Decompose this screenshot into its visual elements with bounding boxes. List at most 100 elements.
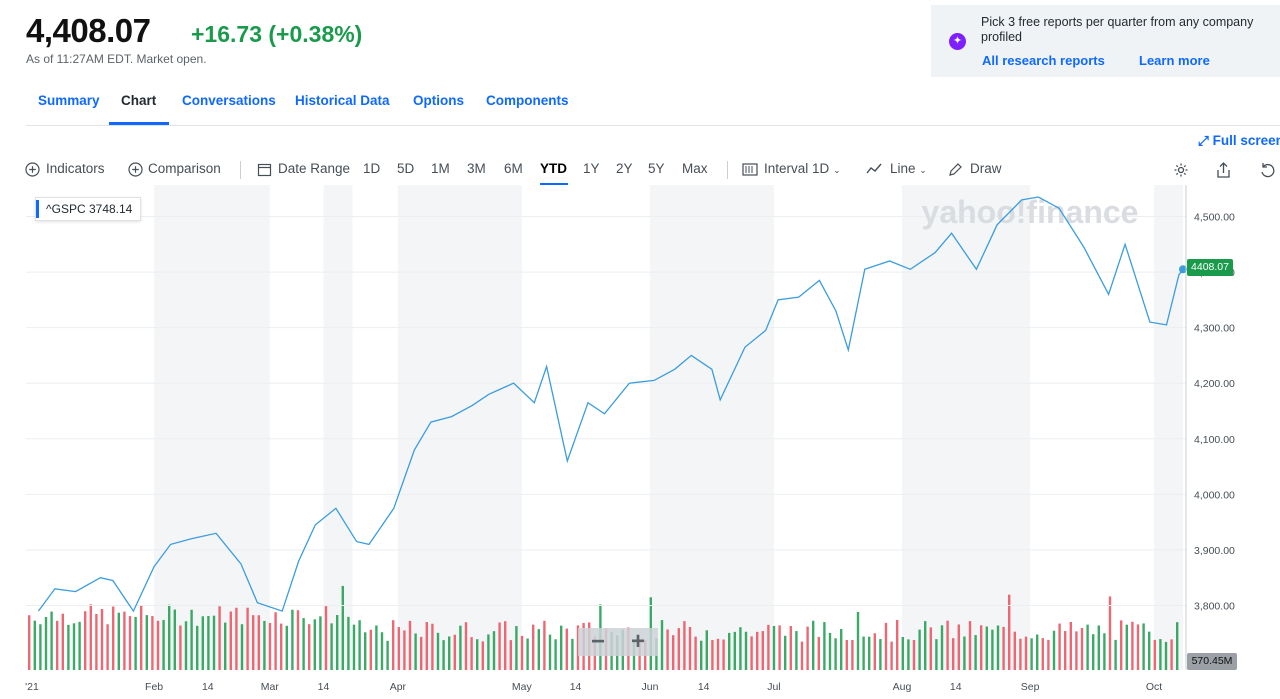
volume-bar [1153, 639, 1156, 670]
indicators-button[interactable]: Indicators [46, 161, 105, 176]
range-3m[interactable]: 3M [467, 161, 486, 176]
toolbar-divider [727, 161, 728, 179]
range-5y[interactable]: 5Y [648, 161, 665, 176]
y-tick-label: 4,300.00 [1194, 323, 1235, 335]
volume-bar [358, 620, 361, 670]
volume-bar [504, 621, 507, 670]
volume-bar [44, 616, 48, 670]
tab-options[interactable]: Options [413, 93, 464, 108]
tab-historical-data[interactable]: Historical Data [295, 93, 390, 108]
price-chart[interactable]: yahoo!finance 4,500.004,400.004,300.004,… [0, 185, 1280, 699]
volume-bar [1041, 638, 1044, 670]
volume-bar [823, 622, 826, 670]
volume-bar [319, 616, 322, 670]
tab-summary[interactable]: Summary [38, 93, 100, 108]
volume-bar [868, 636, 871, 670]
range-ytd[interactable]: YTD [540, 161, 567, 176]
volume-bar [532, 624, 535, 670]
range-max[interactable]: Max [682, 161, 708, 176]
volume-bar [1030, 638, 1033, 670]
volume-bar [128, 616, 132, 670]
volume-bar [263, 620, 266, 670]
zoom-out-button[interactable]: − [590, 628, 605, 655]
volume-bar [459, 625, 462, 670]
all-research-reports-link[interactable]: All research reports [982, 53, 1105, 68]
range-6m[interactable]: 6M [504, 161, 523, 176]
x-tick-label: '21 [25, 681, 39, 693]
volume-bar [1136, 624, 1140, 670]
volume-bar [660, 620, 664, 670]
date-range-button[interactable]: Date Range [278, 161, 351, 176]
volume-bar [229, 611, 232, 670]
reset-icon[interactable] [1260, 162, 1275, 178]
chevron-down-icon: ⌄ [919, 165, 927, 175]
volume-bar [341, 585, 344, 670]
comparison-button[interactable]: Comparison [148, 161, 221, 176]
learn-more-link[interactable]: Learn more [1139, 53, 1210, 68]
volume-bar [224, 622, 227, 670]
tab-components[interactable]: Components [486, 93, 569, 108]
share-icon[interactable] [1216, 162, 1231, 178]
last-point-marker [1179, 265, 1187, 274]
volume-bar [716, 638, 720, 670]
draw-button[interactable]: Draw [970, 161, 1002, 176]
series-legend[interactable]: ^GSPC 3748.14 [35, 197, 142, 221]
volume-bar [565, 628, 568, 670]
volume-bar [190, 609, 193, 670]
volume-bar [414, 633, 417, 670]
volume-bar [929, 627, 932, 670]
y-tick-label: 3,900.00 [1194, 545, 1235, 557]
interval-value: 1D [812, 161, 830, 176]
volume-bar [168, 604, 171, 670]
gear-icon[interactable] [1173, 162, 1189, 178]
volume-bar [1080, 627, 1084, 670]
promo-text: Pick 3 free reports per quarter from any… [981, 15, 1254, 44]
volume-bar [442, 640, 445, 670]
volume-bar [963, 636, 966, 670]
volume-bar [688, 627, 692, 670]
volume-bar [274, 612, 277, 670]
volume-bar [39, 624, 42, 670]
volume-bar [744, 631, 748, 670]
tab-conversations[interactable]: Conversations [182, 93, 276, 108]
toolbar-divider [240, 161, 241, 179]
chart-type-button[interactable]: Line ⌄ [890, 161, 927, 176]
volume-bar [436, 632, 440, 670]
volume-bar [280, 623, 283, 670]
volume-bar [784, 635, 787, 670]
x-tick-label: May [512, 681, 533, 693]
volume-bar [873, 633, 876, 670]
volume-bar [1013, 631, 1016, 670]
x-tick-label: 14 [950, 681, 962, 693]
volume-bar [1159, 639, 1162, 670]
pencil-icon [949, 163, 962, 176]
volume-bar [252, 615, 255, 670]
zoom-in-button[interactable]: + [630, 628, 645, 655]
tab-chart[interactable]: Chart [121, 93, 157, 108]
volume-bar [1120, 620, 1123, 670]
volume-bar [106, 624, 109, 670]
y-tick-label: 4,100.00 [1194, 434, 1235, 446]
volume-bar [879, 639, 882, 670]
volume-bar [408, 620, 412, 670]
volume-bar [806, 626, 809, 670]
volume-bar [369, 629, 372, 670]
range-1m[interactable]: 1M [431, 161, 450, 176]
range-2y[interactable]: 2Y [616, 161, 633, 176]
x-tick-label: Sep [1021, 681, 1040, 693]
full-screen-label: Full screen [1212, 133, 1280, 148]
interval-button[interactable]: Interval 1D ⌄ [764, 161, 841, 176]
range-1y[interactable]: 1Y [583, 161, 600, 176]
chart-toolbar: Indicators Comparison Date Range 1D 5D 1… [0, 155, 1280, 185]
full-screen-button[interactable]: ⤢ Full screen [1198, 133, 1280, 149]
range-1d[interactable]: 1D [363, 161, 381, 176]
volume-bar [845, 639, 848, 670]
range-5d[interactable]: 5D [397, 161, 415, 176]
volume-bar [56, 620, 59, 670]
zoom-controls: − + [578, 628, 658, 656]
volume-bar [151, 616, 154, 670]
volume-bar [834, 638, 837, 670]
volume-bar [974, 635, 977, 670]
volume-bar [912, 639, 916, 670]
expand-icon: ⤢ [1198, 133, 1209, 148]
